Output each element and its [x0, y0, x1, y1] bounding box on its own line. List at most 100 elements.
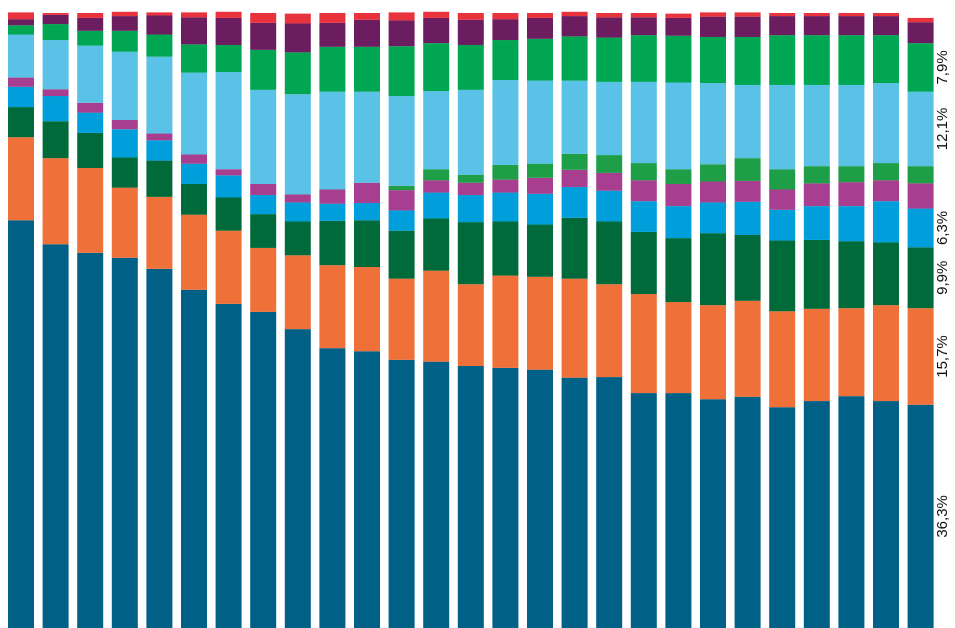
bar-segment — [838, 13, 865, 17]
bar-segment — [77, 252, 104, 628]
bar-segment — [42, 40, 69, 90]
bar-segment — [838, 241, 865, 309]
bar-segment — [873, 163, 899, 181]
bar-segment — [42, 24, 69, 41]
bar-segment — [388, 210, 415, 231]
bar-segment — [423, 11, 450, 18]
bar-segment — [665, 169, 692, 184]
bar-segment — [77, 45, 104, 103]
bar-segment — [111, 16, 138, 31]
bar-segment — [769, 13, 796, 17]
bar-segment — [492, 80, 519, 165]
bar-segment — [250, 13, 277, 23]
bar-segment — [492, 179, 519, 193]
bar-segment — [769, 209, 796, 241]
bar-segment — [354, 19, 380, 47]
bar-segment — [181, 17, 207, 45]
bar-segment — [527, 177, 553, 194]
bar-segment — [77, 17, 104, 31]
bar-segment — [873, 35, 899, 84]
bar-segment — [803, 401, 830, 628]
bar-segment — [146, 160, 173, 197]
bar-segment — [319, 22, 346, 47]
bar-segment — [838, 84, 865, 167]
bar-segment — [388, 46, 415, 97]
bar-segment — [907, 404, 934, 628]
bar-segment — [596, 17, 623, 38]
bar-segment — [769, 189, 796, 210]
bar-segment — [215, 11, 242, 18]
bar-segment — [457, 366, 484, 628]
bar-segment — [700, 36, 726, 84]
bar-segment — [77, 132, 104, 168]
bar-segment — [284, 202, 311, 222]
bar-segment — [423, 91, 450, 170]
bar-segment — [527, 193, 553, 225]
bar-segment — [111, 157, 138, 188]
bar-segment — [457, 19, 484, 45]
bar-segment — [457, 284, 484, 367]
bar-segment — [665, 393, 692, 628]
bar-segment — [769, 16, 796, 36]
bar-segment — [527, 38, 553, 81]
bar-segment — [561, 278, 588, 378]
bar-segment — [700, 12, 726, 17]
bar-segment — [907, 308, 934, 405]
bar-segment — [215, 17, 242, 45]
bar-segment — [561, 217, 588, 279]
bar-segment — [769, 240, 796, 312]
bar-segment — [111, 30, 138, 52]
bar-segment — [665, 183, 692, 207]
bar-segment — [215, 303, 242, 628]
bar-segment — [665, 13, 692, 18]
bar-segment — [873, 242, 899, 306]
bar-segment — [838, 182, 865, 207]
bar-segment — [803, 183, 830, 207]
bar-segment — [734, 300, 761, 397]
bar-segment — [423, 17, 450, 44]
bar-segment — [8, 77, 34, 87]
bar-segment — [527, 224, 553, 277]
bar-segment — [700, 233, 726, 306]
bar-segment — [250, 214, 277, 248]
bar-segment — [42, 244, 69, 628]
bar-segment — [457, 89, 484, 175]
bar-segment — [769, 311, 796, 408]
bar-segment — [42, 13, 69, 15]
bar-segment — [561, 16, 588, 37]
bar-segment — [561, 80, 588, 154]
bar-segment — [146, 133, 173, 141]
bar-segment — [284, 329, 311, 628]
bar-segment — [423, 169, 450, 181]
bar-segment — [457, 13, 484, 20]
bar-segment — [8, 220, 34, 628]
bar-segment — [527, 17, 553, 39]
bar-segment — [630, 17, 657, 36]
bar-segment — [146, 268, 173, 628]
bar-segment — [423, 270, 450, 362]
bar-segment — [803, 16, 830, 36]
bar-segment — [250, 311, 277, 628]
bar-segment — [700, 16, 726, 37]
bar-segment — [907, 166, 934, 184]
value-label: 12,1% — [934, 108, 951, 151]
value-label: 7,9% — [934, 50, 951, 84]
bar-segment — [561, 377, 588, 628]
bar-segment — [8, 137, 34, 221]
bar-segment — [803, 84, 830, 167]
bar-segment — [596, 81, 623, 156]
bar-segment — [561, 153, 588, 170]
bar-segment — [873, 201, 899, 243]
bar-segment — [319, 189, 346, 204]
bar-segment — [42, 14, 69, 25]
bar-segment — [769, 35, 796, 85]
bar-segment — [873, 16, 899, 36]
bar-segment — [181, 12, 207, 18]
bar-segment — [734, 235, 761, 301]
bar-segment — [423, 192, 450, 219]
bar-segment — [8, 34, 34, 78]
bar-segment — [215, 175, 242, 198]
bar-segment — [42, 96, 69, 122]
bar-segment — [284, 23, 311, 53]
